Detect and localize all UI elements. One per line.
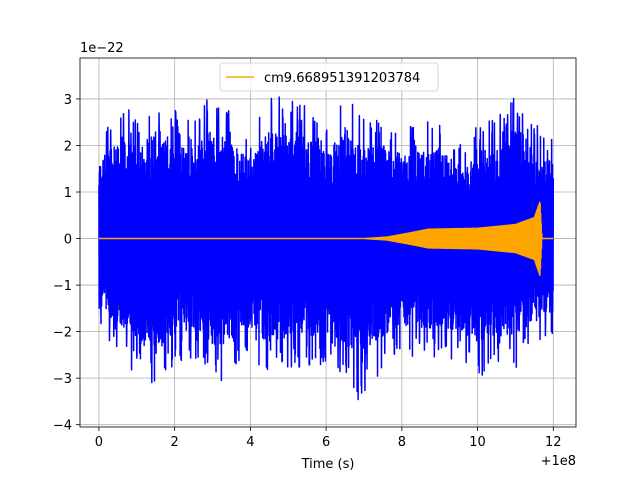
y-axis: −4 −3 −2 −1 0 1 2 3 [53, 93, 80, 434]
x-axis: 0 2 4 6 8 10 12 [95, 427, 562, 450]
series-layer [98, 96, 555, 401]
x-tick-label: 10 [469, 435, 486, 450]
legend-label: cm9.668951391203784 [264, 71, 420, 86]
x-tick-label: 2 [171, 435, 179, 450]
x-tick-label: 0 [95, 435, 103, 450]
x-tick-label: 6 [322, 435, 330, 450]
legend-box [219, 62, 439, 92]
y-tick-label: 0 [64, 233, 72, 248]
axes-frame [79, 57, 577, 428]
y-scale-label: 1e−22 [80, 41, 124, 56]
y-tick-label: −4 [53, 419, 72, 434]
x-offset-label: +1e8 [541, 454, 576, 469]
x-tick-label: 8 [398, 435, 406, 450]
y-tick-label: −3 [53, 372, 72, 387]
y-tick-label: −1 [53, 279, 72, 294]
y-tick-label: −2 [53, 326, 72, 341]
series-chirp-line [98, 201, 554, 277]
x-tick-label: 4 [246, 435, 254, 450]
series-noise-line [98, 96, 555, 401]
y-tick-label: 3 [64, 93, 72, 108]
y-tick-label: 2 [64, 139, 72, 154]
x-tick-label: 12 [545, 435, 562, 450]
legend: cm9.668951391203784 [219, 62, 439, 92]
y-tick-label: 1 [64, 186, 72, 201]
x-axis-label: Time (s) [301, 457, 355, 472]
